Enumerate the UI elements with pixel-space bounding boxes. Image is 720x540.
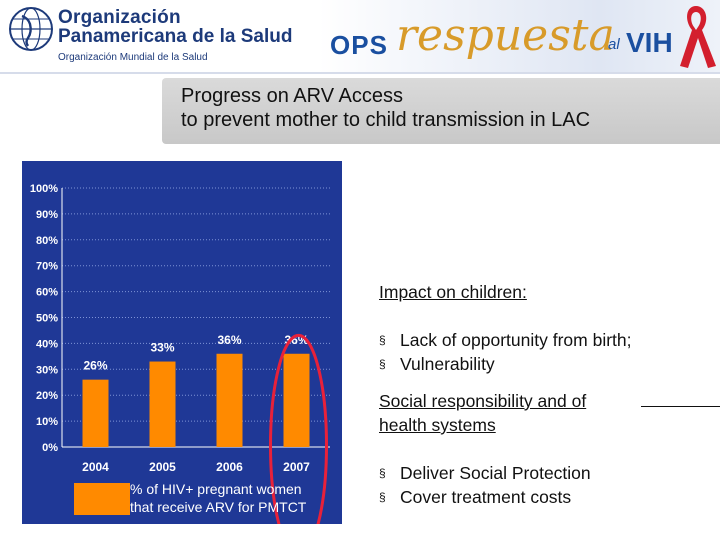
impact-item-text: Vulnerability bbox=[400, 354, 495, 374]
bar-value-label: 26% bbox=[83, 359, 107, 373]
chart-canvas: 0% 10% 20% 30% 40% 50% 60% 70% 80% 90% 100% 26% 33%… bbox=[30, 183, 330, 524]
slide-title-line2: to prevent mother to child transmission … bbox=[181, 109, 591, 131]
x-tick-label: 2006 bbox=[216, 460, 243, 474]
heading-underline bbox=[641, 406, 720, 407]
y-tick-label: 90% bbox=[36, 209, 58, 221]
y-tick-label: 0% bbox=[42, 442, 58, 454]
bullet-icon: § bbox=[379, 333, 386, 347]
slide-title-box: Progress on ARV Access to prevent mother… bbox=[162, 78, 720, 144]
y-tick-label: 50% bbox=[36, 313, 58, 325]
y-tick-label: 80% bbox=[36, 235, 58, 247]
org-subtitle: Organización Mundial de la Salud bbox=[58, 52, 208, 63]
vih-logo-text: VIH bbox=[626, 27, 673, 58]
header-divider bbox=[0, 72, 720, 74]
bar-2006 bbox=[216, 353, 243, 447]
y-tick-label: 30% bbox=[36, 364, 58, 376]
legend-label-line2: that receive ARV for PMTCT bbox=[130, 499, 307, 515]
bar-2004 bbox=[82, 379, 109, 447]
header-band bbox=[318, 0, 720, 72]
bar-value-label: 36% bbox=[217, 333, 241, 347]
y-tick-label: 70% bbox=[36, 261, 58, 273]
bullet-icon: § bbox=[379, 490, 386, 504]
slide-title-line1: Progress on ARV Access bbox=[181, 85, 403, 107]
social-item: § Cover treatment costs bbox=[379, 487, 571, 508]
bar-value-label: 33% bbox=[150, 341, 174, 355]
y-tick-label: 60% bbox=[36, 287, 58, 299]
x-tick-label: 2004 bbox=[82, 460, 109, 474]
legend-swatch bbox=[74, 483, 130, 515]
y-tick-label: 10% bbox=[36, 416, 58, 428]
impact-item-text: Lack of opportunity from birth; bbox=[400, 330, 632, 350]
highlight-circle bbox=[269, 333, 328, 524]
social-item-text: Cover treatment costs bbox=[400, 487, 572, 507]
impact-heading: Impact on children: bbox=[379, 282, 527, 302]
social-heading-line2: health systems bbox=[379, 415, 496, 435]
org-name-line2: Panamericana de la Salud bbox=[58, 26, 293, 47]
header-banner: Organización Panamericana de la Salud Or… bbox=[0, 0, 720, 72]
impact-item: § Vulnerability bbox=[379, 354, 495, 375]
respuesta-logo-text: respuesta bbox=[396, 10, 615, 61]
org-name-line1: Organización bbox=[58, 7, 181, 28]
ops-logo-text: OPS bbox=[330, 30, 388, 60]
legend-label-line1: % of HIV+ pregnant women bbox=[130, 481, 302, 497]
arv-access-chart: 0% 10% 20% 30% 40% 50% 60% 70% 80% 90% 100% 26% 33%… bbox=[22, 161, 342, 524]
bullet-icon: § bbox=[379, 466, 386, 480]
globe-logo-icon bbox=[9, 7, 53, 51]
x-tick-label: 2005 bbox=[149, 460, 176, 474]
al-logo-text: al bbox=[608, 36, 620, 53]
social-item-text: Deliver Social Protection bbox=[400, 463, 591, 483]
social-item: § Deliver Social Protection bbox=[379, 463, 591, 484]
red-ribbon-icon bbox=[680, 6, 716, 68]
impact-item: § Lack of opportunity from birth; bbox=[379, 330, 632, 351]
social-heading-line1: Social responsibility and of bbox=[379, 391, 587, 411]
y-tick-label: 40% bbox=[36, 338, 58, 350]
y-tick-label: 20% bbox=[36, 390, 58, 402]
bar-2005 bbox=[149, 361, 176, 447]
bullet-icon: § bbox=[379, 357, 386, 371]
y-tick-label: 100% bbox=[30, 183, 58, 195]
bar-2007 bbox=[283, 353, 310, 447]
x-tick-label: 2007 bbox=[283, 460, 310, 474]
